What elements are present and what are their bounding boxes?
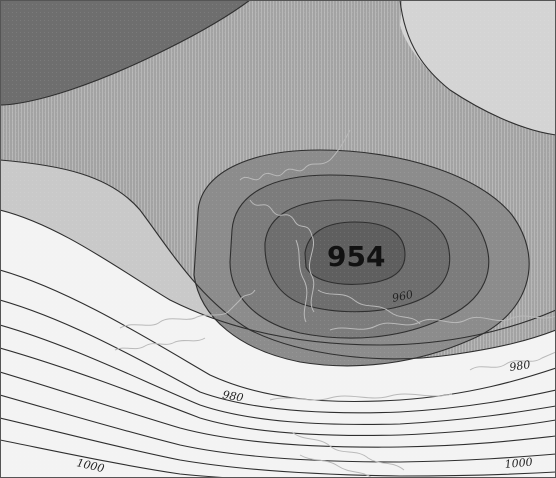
isobar-label-960: 960 bbox=[391, 288, 414, 305]
isobar-label-1000-left: 1000 bbox=[75, 456, 105, 475]
isobar-label-980-right: 980 bbox=[509, 358, 532, 374]
low-center-label: 954 bbox=[327, 240, 385, 273]
isobar-label-980-left: 980 bbox=[221, 388, 244, 404]
isobar-label-1000-right: 1000 bbox=[504, 456, 533, 471]
coastlines bbox=[114, 129, 556, 478]
